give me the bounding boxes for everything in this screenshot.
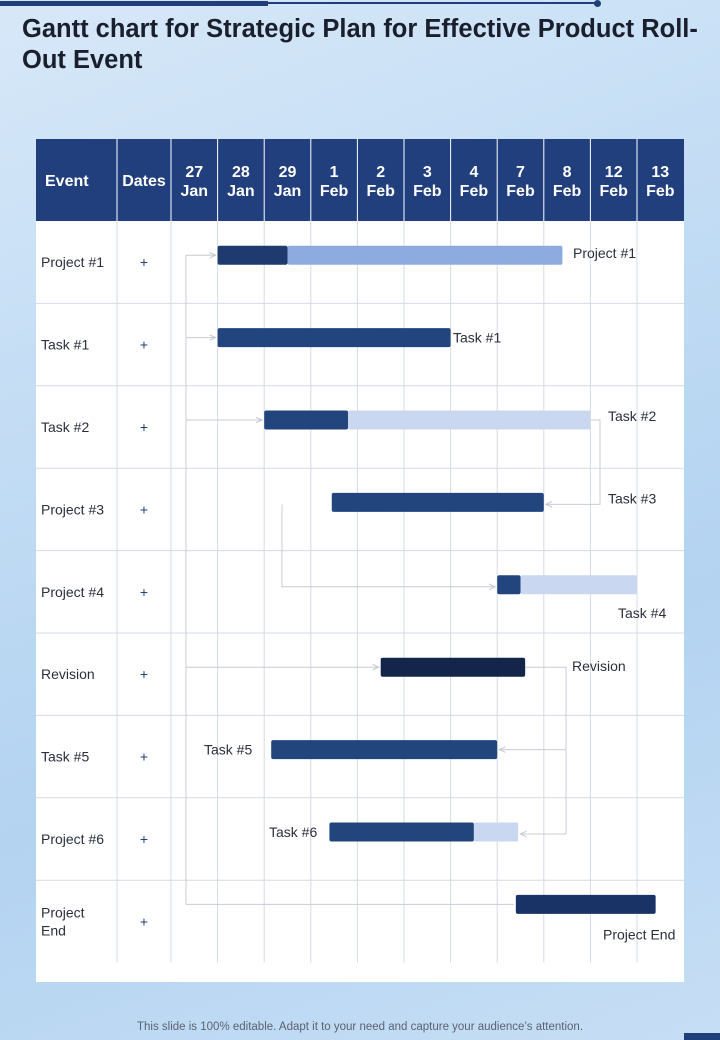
connector-task2-task3 <box>546 419 601 504</box>
gantt-bar <box>348 410 591 430</box>
gantt-bar <box>520 575 637 595</box>
header-date-10: 12 Feb <box>599 164 628 200</box>
bar-label: Task #1 <box>453 330 501 346</box>
header-date-6: 3 Feb <box>413 164 442 200</box>
bar-label: Project #1 <box>573 245 636 261</box>
connector-task3-task4 <box>281 504 495 586</box>
row-plus-icon: + <box>140 501 148 517</box>
row-plus-icon: + <box>140 831 148 847</box>
row-event-label: Task #1 <box>41 337 89 353</box>
gantt-bar <box>264 410 349 430</box>
row-event-label: Task #2 <box>41 419 89 435</box>
header-date-7: 4 Feb <box>460 164 489 200</box>
page-title: Gantt chart for Strategic Plan for Effec… <box>22 15 698 74</box>
gantt-bar <box>473 822 519 842</box>
footer-note: This slide is 100% editable. Adapt it to… <box>136 1021 584 1033</box>
row-event-label: Project #4 <box>41 584 104 600</box>
header-dates: Dates <box>122 173 166 190</box>
gantt-bar <box>271 740 498 760</box>
row-event-label: Project End <box>41 904 85 938</box>
gantt-bar <box>217 245 288 265</box>
gantt-bar <box>515 894 656 914</box>
row-plus-icon: + <box>140 337 148 353</box>
header-date-8: 7 Feb <box>506 164 535 200</box>
row-plus-icon: + <box>140 254 148 270</box>
connector-trunk <box>185 255 216 905</box>
header-row <box>36 139 684 221</box>
bar-label: Task #4 <box>618 605 666 621</box>
gantt-bar <box>380 657 526 677</box>
bar-label: Project End <box>603 926 675 942</box>
row-plus-icon: + <box>140 419 148 435</box>
gantt-bar <box>287 245 563 265</box>
bar-label: Task #6 <box>269 824 317 840</box>
row-plus-icon: + <box>140 666 148 682</box>
connector-revision-task6 <box>520 666 567 834</box>
header-date-11: 13 Feb <box>646 164 675 200</box>
row-event-label: Project #1 <box>41 254 104 270</box>
header-date-5: 2 Feb <box>366 164 395 200</box>
row-event-label: Task #5 <box>41 749 89 765</box>
row-event-label: Project #3 <box>41 501 104 517</box>
bar-label: Revision <box>572 658 626 674</box>
top-accent-line <box>0 2 598 4</box>
row-plus-icon: + <box>140 749 148 765</box>
header-date-2: 28 Jan <box>227 164 255 200</box>
row-plus-icon: + <box>140 913 148 929</box>
bar-label: Task #2 <box>608 408 656 424</box>
bar-label: Task #3 <box>608 490 656 506</box>
top-accent-dot <box>594 0 601 7</box>
header-event: Event <box>45 173 89 190</box>
gantt-bar <box>217 328 451 348</box>
header-date-3: 29 Jan <box>274 164 302 200</box>
row-event-label: Project #6 <box>41 831 104 847</box>
gantt-bar <box>331 492 544 512</box>
header-date-9: 8 Feb <box>553 164 582 200</box>
gantt-bar <box>329 822 474 842</box>
row-plus-icon: + <box>140 584 148 600</box>
header-date-1: 27 Jan <box>181 164 209 200</box>
header-date-4: 1 Feb <box>320 164 349 200</box>
gantt-bar <box>497 575 521 595</box>
bar-label: Task #5 <box>204 742 252 758</box>
corner-accent <box>684 1033 720 1040</box>
row-event-label: Revision <box>41 666 95 682</box>
